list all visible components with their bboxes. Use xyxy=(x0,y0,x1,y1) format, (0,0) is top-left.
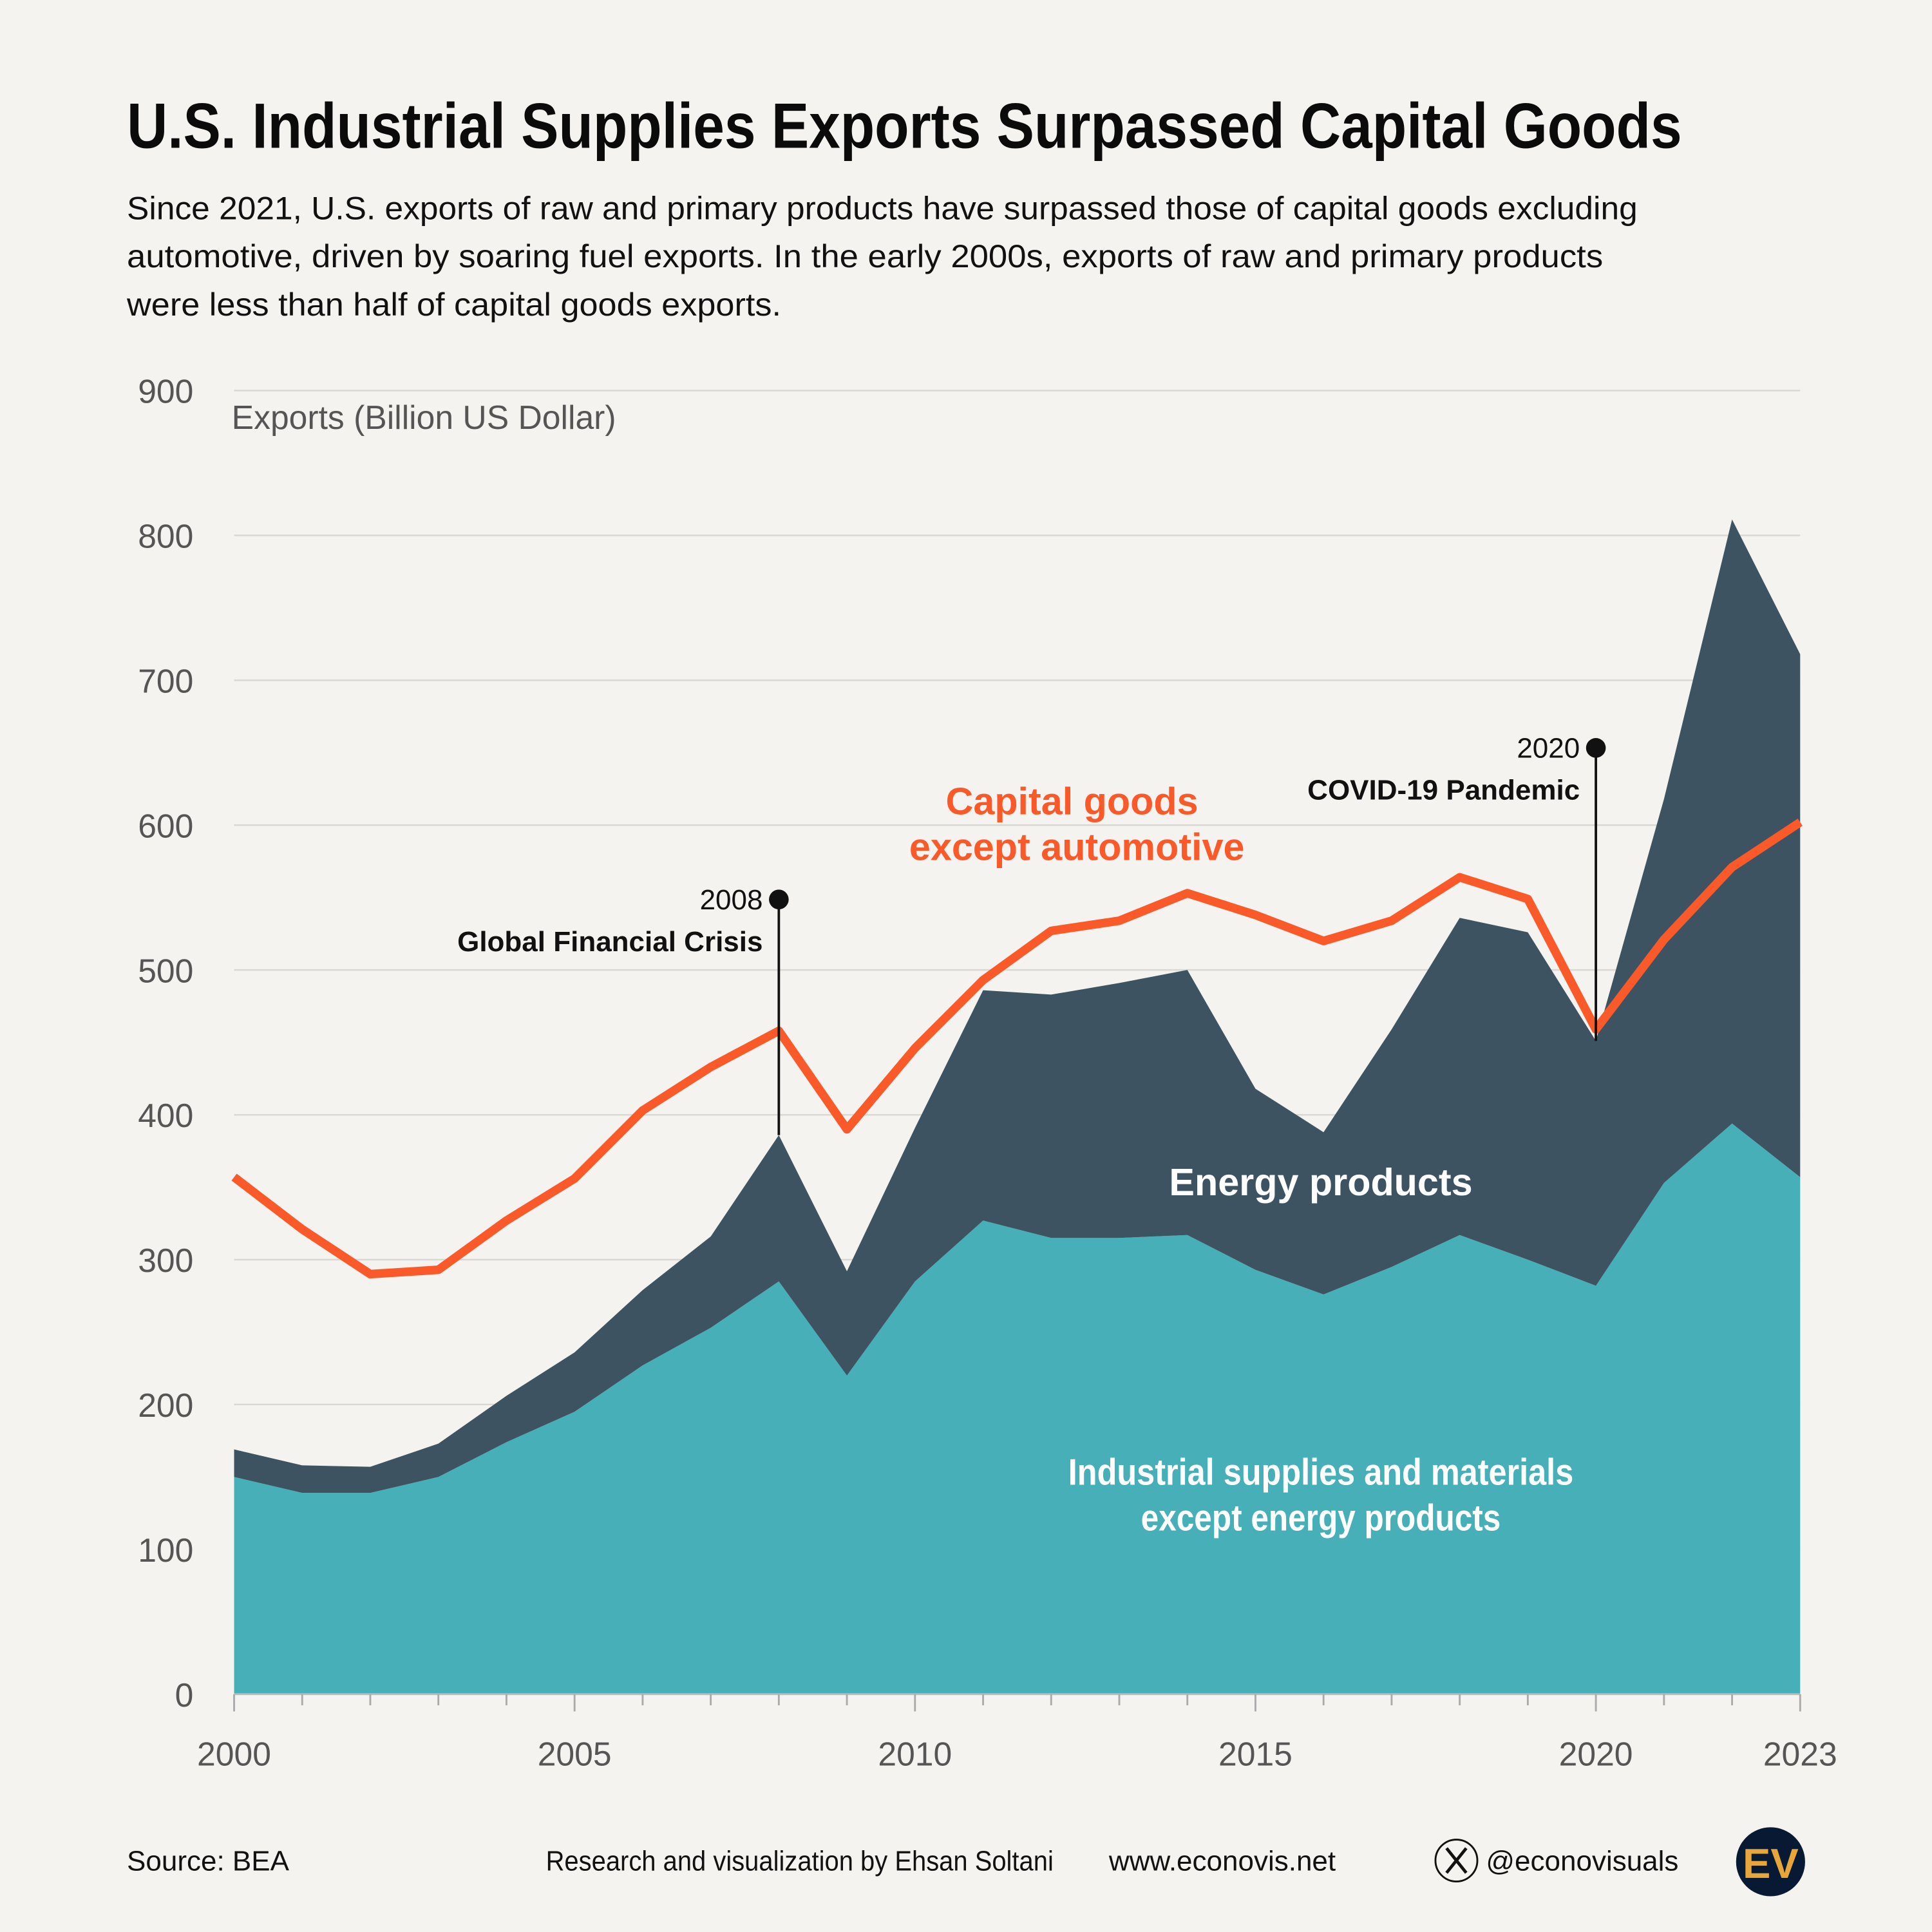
subtitle-line-1: Since 2021, U.S. exports of raw and prim… xyxy=(127,191,1638,227)
areas xyxy=(234,519,1801,1694)
annotations: 2008 Global Financial Crisis 2020 COVID-19 … xyxy=(457,733,1606,1135)
annotation-text: COVID-19 Pandemic xyxy=(1307,775,1580,806)
y-tick-label: 600 xyxy=(138,807,193,844)
subtitle-line-2: automotive, driven by soaring fuel expor… xyxy=(127,238,1603,274)
x-tick-label: 2015 xyxy=(1218,1736,1293,1773)
label-industrial-1: Industrial supplies and materials xyxy=(1068,1452,1573,1493)
y-tick-label: 900 xyxy=(138,373,193,410)
area-energy-products xyxy=(234,519,1801,1493)
y-axis-label: Exports (Billion US Dollar) xyxy=(232,399,616,436)
social-handle[interactable]: @econovisuals xyxy=(1486,1845,1678,1877)
x-tick-label: 2020 xyxy=(1559,1736,1633,1773)
logo-text: EV xyxy=(1743,1840,1799,1887)
annotation-text: Global Financial Crisis xyxy=(457,926,762,958)
subtitle-line-3: were less than half of capital goods exp… xyxy=(126,287,781,323)
line-capital-goods xyxy=(231,819,1803,1279)
source: Source: BEA xyxy=(127,1845,290,1877)
label-energy: Energy products xyxy=(1169,1160,1472,1204)
website-link[interactable]: www.econovis.net xyxy=(1108,1845,1336,1877)
label-capital-goods-2: except automotive xyxy=(909,825,1245,868)
annotation-year: 2020 xyxy=(1517,733,1580,764)
area-industrial-supplies-and-materials-except-energy-products xyxy=(234,1123,1801,1694)
grid: 0 100 200 300 400 500 600 700 800 900 xyxy=(138,373,1801,1714)
y-tick-label: 0 xyxy=(175,1676,194,1714)
y-tick-label: 200 xyxy=(138,1387,193,1424)
y-tick-label: 100 xyxy=(138,1531,193,1569)
lines xyxy=(231,819,1803,1279)
credit: Research and visualization by Ehsan Solt… xyxy=(546,1845,1054,1877)
x-tick-label: 2023 xyxy=(1763,1736,1837,1773)
y-tick-label: 300 xyxy=(138,1242,193,1279)
y-tick-label: 500 xyxy=(138,952,193,989)
y-tick-label: 800 xyxy=(138,518,193,555)
x-tick-label: 2000 xyxy=(197,1736,271,1773)
x-tick-label: 2005 xyxy=(538,1736,612,1773)
x-logo-icon xyxy=(1434,1839,1479,1882)
x-axis: 2000 2005 2010 2015 2020 2023 xyxy=(197,1693,1837,1773)
chart-title: U.S. Industrial Supplies Exports Surpass… xyxy=(127,91,1682,162)
annotation-dot xyxy=(769,889,789,909)
x-tick-label: 2010 xyxy=(878,1736,952,1773)
annotation-dot xyxy=(1586,738,1606,758)
annotation-year: 2008 xyxy=(700,884,763,916)
label-industrial-2: except energy products xyxy=(1141,1497,1501,1539)
y-tick-label: 400 xyxy=(138,1097,193,1134)
label-capital-goods-1: Capital goods xyxy=(946,780,1198,823)
y-tick-label: 700 xyxy=(138,662,193,699)
econovis-logo: EV xyxy=(1736,1827,1805,1897)
